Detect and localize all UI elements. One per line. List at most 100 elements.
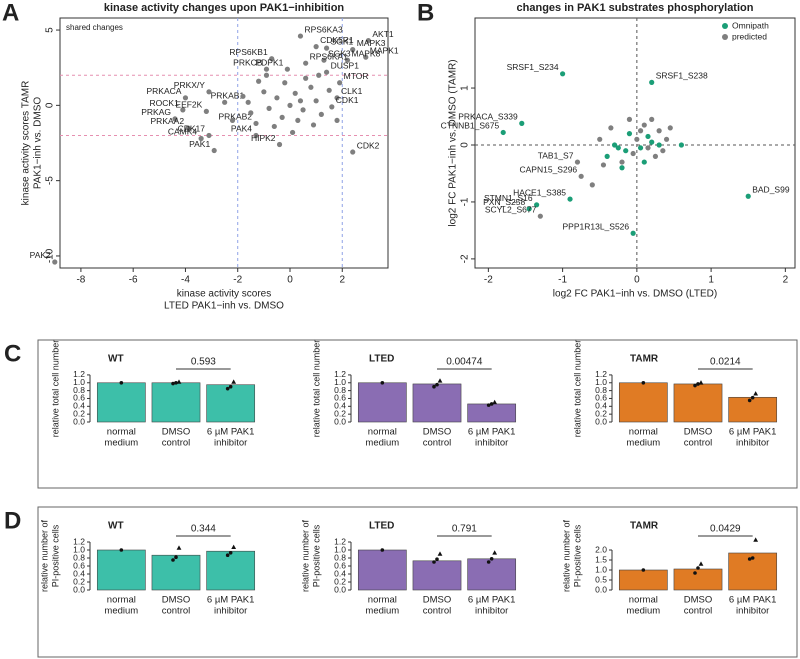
bar: [412, 560, 462, 591]
point: [297, 33, 304, 39]
y-tick-label: 5: [45, 27, 56, 33]
y-tick-label: 1.0: [334, 544, 346, 554]
x-tick-label: -1: [558, 275, 567, 286]
x-tick-label: normal: [368, 595, 397, 606]
x-tick-label: medium: [365, 606, 399, 617]
y-tick-label: 1.2: [73, 536, 85, 546]
y-tick-label: 1.0: [73, 544, 85, 554]
replicate-point: [432, 560, 436, 564]
point: [240, 93, 246, 99]
x-tick-label: normal: [629, 595, 658, 606]
x-tick-label: normal: [107, 427, 136, 438]
p-value: 0.0214: [710, 357, 741, 368]
y-axis-label: log2 FC PAK1−inh vs. DMSO (TAMR): [448, 59, 459, 226]
replicate-point: [171, 381, 175, 386]
replicate-point: [176, 379, 182, 384]
point-label: SRSF1_S238: [656, 71, 708, 81]
replicate-point: [174, 555, 178, 559]
chart-title: TAMR: [630, 354, 659, 365]
point: [308, 84, 314, 90]
x-tick-label: 6 µM PAK1: [207, 427, 255, 438]
point: [323, 45, 330, 51]
bar: [728, 396, 778, 423]
y-tick-label: 0.4: [73, 401, 85, 411]
x-tick-label: medium: [104, 606, 138, 617]
replicate-point: [225, 386, 230, 391]
bar: [357, 382, 407, 423]
point-label: CDK2: [357, 140, 380, 150]
point: [652, 153, 659, 159]
bar: [618, 569, 668, 591]
point: [271, 123, 277, 130]
point-label: PRKAB2: [218, 112, 252, 122]
point-label: BAD_S99: [752, 184, 790, 194]
point: [519, 120, 525, 126]
replicate-point: [231, 544, 237, 549]
replicate-point: [435, 557, 439, 561]
point: [284, 66, 290, 72]
point: [560, 71, 566, 77]
x-tick-label: -2: [233, 275, 242, 286]
replicate-point: [486, 403, 491, 407]
y-tick-label: 0: [45, 102, 56, 108]
y-tick-label: 0.2: [334, 576, 346, 586]
point-label: PAK1: [189, 139, 210, 149]
point: [253, 132, 259, 139]
point: [274, 95, 280, 101]
point: [297, 98, 304, 104]
replicate-point: [437, 551, 443, 556]
point: [276, 141, 283, 148]
legend-swatch: [722, 34, 728, 40]
y-tick-label: 0.2: [73, 576, 85, 586]
x-tick-label: DMSO: [423, 427, 452, 438]
point: [313, 98, 319, 104]
point: [626, 131, 633, 137]
point-label: MTOR: [344, 71, 369, 81]
bar: [673, 383, 723, 423]
x-tick-label: 0: [287, 275, 293, 286]
point-label: PRKACA_S339: [458, 112, 518, 122]
y-axis-label: relative number of: [39, 519, 49, 592]
panel-letter: D: [4, 507, 21, 534]
point: [608, 125, 614, 131]
y-tick-label: -2: [460, 254, 471, 263]
point: [663, 136, 670, 142]
point-label: PRKAG: [141, 107, 171, 117]
x-tick-label: 6 µM PAK1: [468, 595, 516, 606]
x-axis-label: kinase activity scores: [177, 289, 271, 300]
x-tick-label: inhibitor: [475, 438, 508, 449]
panel-letter: C: [4, 340, 21, 367]
replicate-point: [119, 548, 124, 552]
y-tick-label: 1.0: [595, 377, 607, 387]
chart-title: TAMR: [630, 521, 659, 532]
x-tick-label: -4: [181, 275, 190, 286]
point: [321, 57, 327, 63]
point: [172, 116, 178, 122]
point: [316, 72, 322, 78]
p-value: 0.791: [452, 524, 477, 535]
replicate-point: [753, 391, 759, 396]
point: [245, 99, 251, 105]
replicate-point: [231, 379, 237, 384]
point: [295, 117, 301, 124]
replicate-point: [698, 561, 704, 566]
y-tick-label: 0.4: [73, 568, 85, 578]
point: [313, 44, 319, 50]
y-tick-label: 0.4: [334, 568, 346, 578]
point: [597, 136, 603, 142]
point-label: STMN1_S16: [484, 193, 533, 203]
point: [318, 111, 324, 117]
point-label: PAK2: [30, 250, 51, 260]
x-tick-label: 2: [783, 275, 789, 286]
point: [211, 147, 217, 154]
x-tick-label: 6 µM PAK1: [729, 595, 777, 606]
x-tick-label: -2: [484, 275, 493, 286]
y-tick-label: 1.2: [595, 369, 607, 379]
replicate-point: [228, 384, 233, 389]
point-label: HACE1_S385: [513, 187, 566, 197]
x-tick-label: medium: [626, 606, 660, 617]
point: [637, 145, 644, 151]
point: [269, 56, 275, 62]
point: [600, 162, 607, 168]
point: [656, 128, 662, 134]
